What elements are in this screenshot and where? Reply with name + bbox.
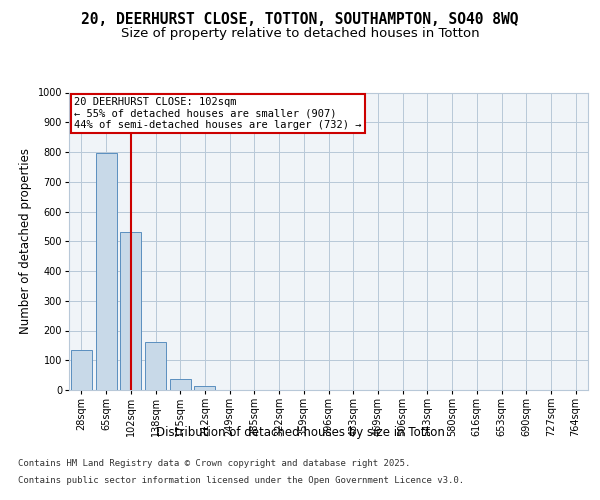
Bar bbox=[71, 350, 92, 390]
Text: Contains HM Land Registry data © Crown copyright and database right 2025.: Contains HM Land Registry data © Crown c… bbox=[18, 458, 410, 468]
Bar bbox=[120, 232, 141, 390]
Text: 20 DEERHURST CLOSE: 102sqm
← 55% of detached houses are smaller (907)
44% of sem: 20 DEERHURST CLOSE: 102sqm ← 55% of deta… bbox=[74, 97, 362, 130]
Y-axis label: Number of detached properties: Number of detached properties bbox=[19, 148, 32, 334]
Bar bbox=[95, 154, 116, 390]
Text: Size of property relative to detached houses in Totton: Size of property relative to detached ho… bbox=[121, 28, 479, 40]
Bar bbox=[194, 386, 215, 390]
Bar bbox=[145, 342, 166, 390]
Text: Distribution of detached houses by size in Totton: Distribution of detached houses by size … bbox=[155, 426, 445, 439]
Text: Contains public sector information licensed under the Open Government Licence v3: Contains public sector information licen… bbox=[18, 476, 464, 485]
Text: 20, DEERHURST CLOSE, TOTTON, SOUTHAMPTON, SO40 8WQ: 20, DEERHURST CLOSE, TOTTON, SOUTHAMPTON… bbox=[81, 12, 519, 28]
Bar bbox=[170, 378, 191, 390]
